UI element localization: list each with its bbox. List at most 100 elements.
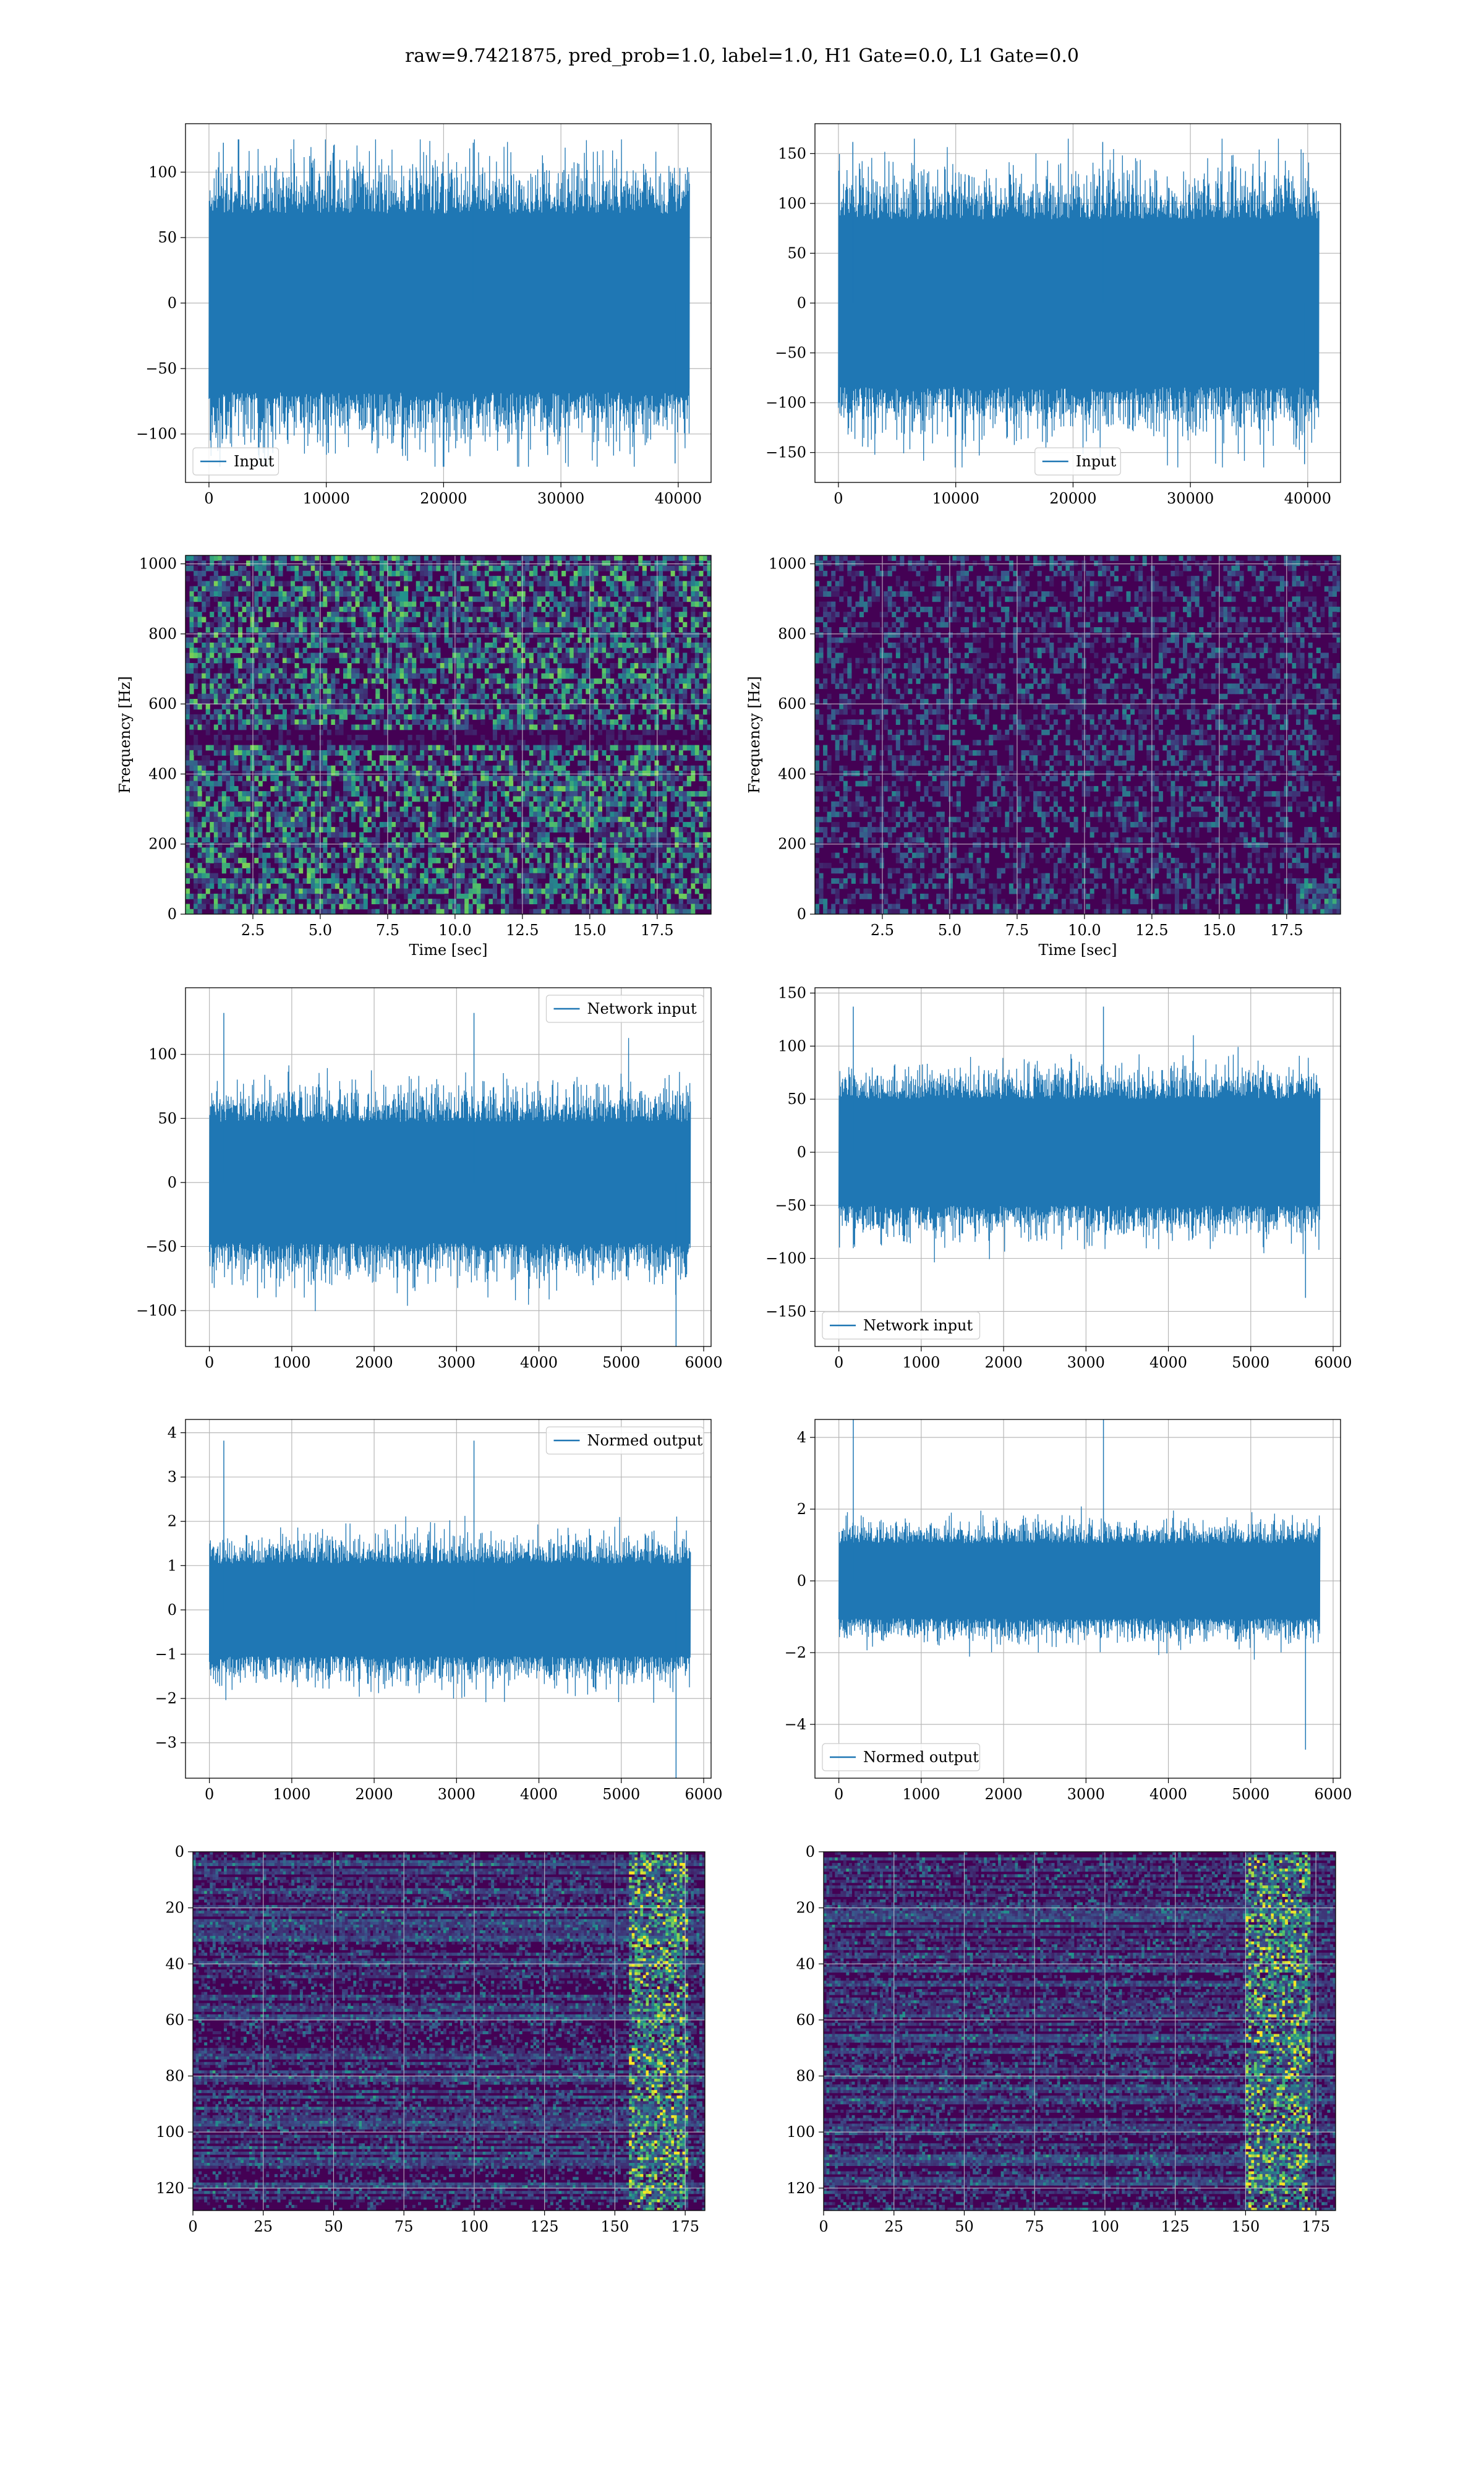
x-tick-label: 75 (1025, 2218, 1044, 2235)
x-tick-label: 50 (324, 2218, 343, 2235)
x-tick-label: 10000 (302, 490, 349, 507)
y-tick-label: 50 (158, 1110, 177, 1127)
y-tick-label: −2 (785, 1644, 806, 1661)
x-tick-label: 4000 (1149, 1786, 1187, 1803)
x-tick-label: 10000 (932, 490, 979, 507)
legend-box (192, 447, 279, 476)
y-tick-label: 50 (158, 229, 177, 246)
x-tick-label: 2000 (356, 1786, 393, 1803)
y-tick-label: 400 (148, 765, 177, 782)
y-tick-label: −2 (155, 1690, 177, 1707)
series-line (208, 1038, 691, 1311)
x-tick-label: 0 (819, 2218, 828, 2235)
x-tick-label: 100 (460, 2218, 488, 2235)
x-tick-label: 5000 (602, 1354, 640, 1371)
y-tick-label: −100 (136, 426, 177, 443)
x-tick-label: 25 (254, 2218, 273, 2235)
legend-box (545, 995, 704, 1023)
y-axis-label: Frequency [Hz] (746, 676, 763, 794)
x-tick-label: 5.0 (309, 922, 332, 939)
legend: Network input (545, 995, 704, 1023)
y-tick-label: −50 (145, 1238, 177, 1255)
y-tick-label: 200 (778, 836, 806, 853)
y-tick-label: 100 (148, 163, 177, 181)
x-tick-label: 5000 (1232, 1786, 1269, 1803)
x-tick-label: 0 (834, 1354, 843, 1371)
axes-frame (185, 1419, 712, 1779)
y-tick-label: 20 (165, 1899, 184, 1917)
x-tick-label: 2000 (985, 1786, 1023, 1803)
x-tick-label: 3000 (1067, 1354, 1105, 1371)
x-tick-label: 12.5 (1135, 922, 1168, 939)
x-tick-label: 2.5 (241, 922, 265, 939)
series-ts-l1-net (838, 1006, 1321, 1298)
legend-label: Network input (863, 1317, 973, 1334)
y-tick-label: 100 (156, 2123, 184, 2141)
legend-box (545, 1426, 704, 1455)
y-tick-label: 1 (168, 1557, 177, 1574)
legend-label: Input (1076, 453, 1117, 470)
y-tick-label: 600 (778, 695, 806, 713)
x-tick-label: 6000 (684, 1354, 722, 1371)
y-tick-label: 3 (168, 1468, 177, 1486)
y-tick-label: 0 (168, 1174, 177, 1191)
y-tick-label: 40 (796, 1955, 815, 1972)
axes-frame (814, 555, 1341, 915)
series-line (838, 1506, 1321, 1660)
legend-label: Normed output (863, 1748, 979, 1766)
axes-frame (192, 1851, 706, 2211)
y-tick-label: −50 (775, 1197, 806, 1214)
x-tick-label: 0 (205, 1786, 214, 1803)
chart-ts-h1-net: 0 1000 2000 3000 4000 5000 6000 −100 −50 0 50 100 Ne… (136, 987, 723, 1371)
y-tick-label: 1000 (769, 555, 806, 573)
y-tick-label: 120 (156, 2180, 184, 2197)
x-tick-label: 20000 (1049, 490, 1096, 507)
y-tick-label: 120 (787, 2180, 815, 2197)
y-tick-label: −150 (765, 444, 806, 461)
chart-feat-h1: 0 25 50 75 100 125 150 175 0 20 40 60 80 100 120 (156, 1843, 706, 2235)
legend-label: Input (234, 453, 275, 470)
chart-ts-l1-out: 0 1000 2000 3000 4000 5000 6000 −4 −2 0 2 4 Normed o… (785, 1419, 1352, 1803)
legend: Normed output (545, 1426, 704, 1455)
y-tick-label: 2 (168, 1513, 177, 1530)
legend-box (822, 1311, 981, 1340)
chart-ts-l1-input: 0 10000 20000 30000 40000 −150 −100 −50 0 50 100 15… (765, 123, 1341, 507)
chart-ts-h1-input: 0 10000 20000 30000 40000 −100 −50 0 50 100 Input (136, 123, 712, 507)
x-tick-label: 7.5 (1005, 922, 1029, 939)
y-tick-label: 60 (165, 2011, 184, 2029)
y-tick-label: −50 (775, 345, 806, 362)
y-tick-label: 0 (806, 1843, 815, 1860)
x-tick-label: 3000 (438, 1786, 475, 1803)
y-tick-label: 40 (165, 1955, 184, 1972)
legend: Network input (822, 1311, 981, 1340)
x-tick-label: 10.0 (1068, 922, 1101, 939)
chart-feat-l1: 0 25 50 75 100 125 150 175 0 20 40 60 80 100 120 (787, 1843, 1336, 2235)
legend: Normed output (822, 1743, 981, 1771)
x-tick-label: 6000 (1314, 1354, 1352, 1371)
x-tick-label: 6000 (684, 1786, 722, 1803)
x-axis-label: Time [sec] (409, 941, 488, 959)
x-tick-label: 5000 (1232, 1354, 1269, 1371)
x-tick-label: 20000 (420, 490, 467, 507)
x-tick-label: 3000 (1067, 1786, 1105, 1803)
x-tick-label: 40000 (1284, 490, 1331, 507)
x-tick-label: 4000 (1149, 1354, 1187, 1371)
y-tick-label: 2 (797, 1500, 806, 1518)
axes-frame (823, 1851, 1336, 2211)
chart-ts-l1-net: 0 1000 2000 3000 4000 5000 6000 −150 −100 −50 0 50 1… (765, 985, 1352, 1371)
y-tick-label: 800 (778, 625, 806, 643)
series-line (838, 139, 1320, 468)
x-tick-label: 10.0 (438, 922, 471, 939)
chart-ts-h1-out: 0 1000 2000 3000 4000 5000 6000 −3 −2 −1 0 1 2 3 4 Norm… (155, 1419, 723, 1803)
x-tick-label: 1000 (273, 1354, 310, 1371)
heatmap-feat-h1 (193, 1852, 705, 2211)
x-tick-label: 7.5 (376, 922, 399, 939)
y-tick-label: −150 (765, 1303, 806, 1320)
legend-box (1034, 447, 1121, 476)
series-line (838, 1035, 1321, 1263)
axes-frame (814, 987, 1341, 1347)
y-tick-label: 50 (787, 1090, 806, 1108)
y-tick-label: 400 (778, 765, 806, 782)
x-tick-label: 2.5 (871, 922, 894, 939)
